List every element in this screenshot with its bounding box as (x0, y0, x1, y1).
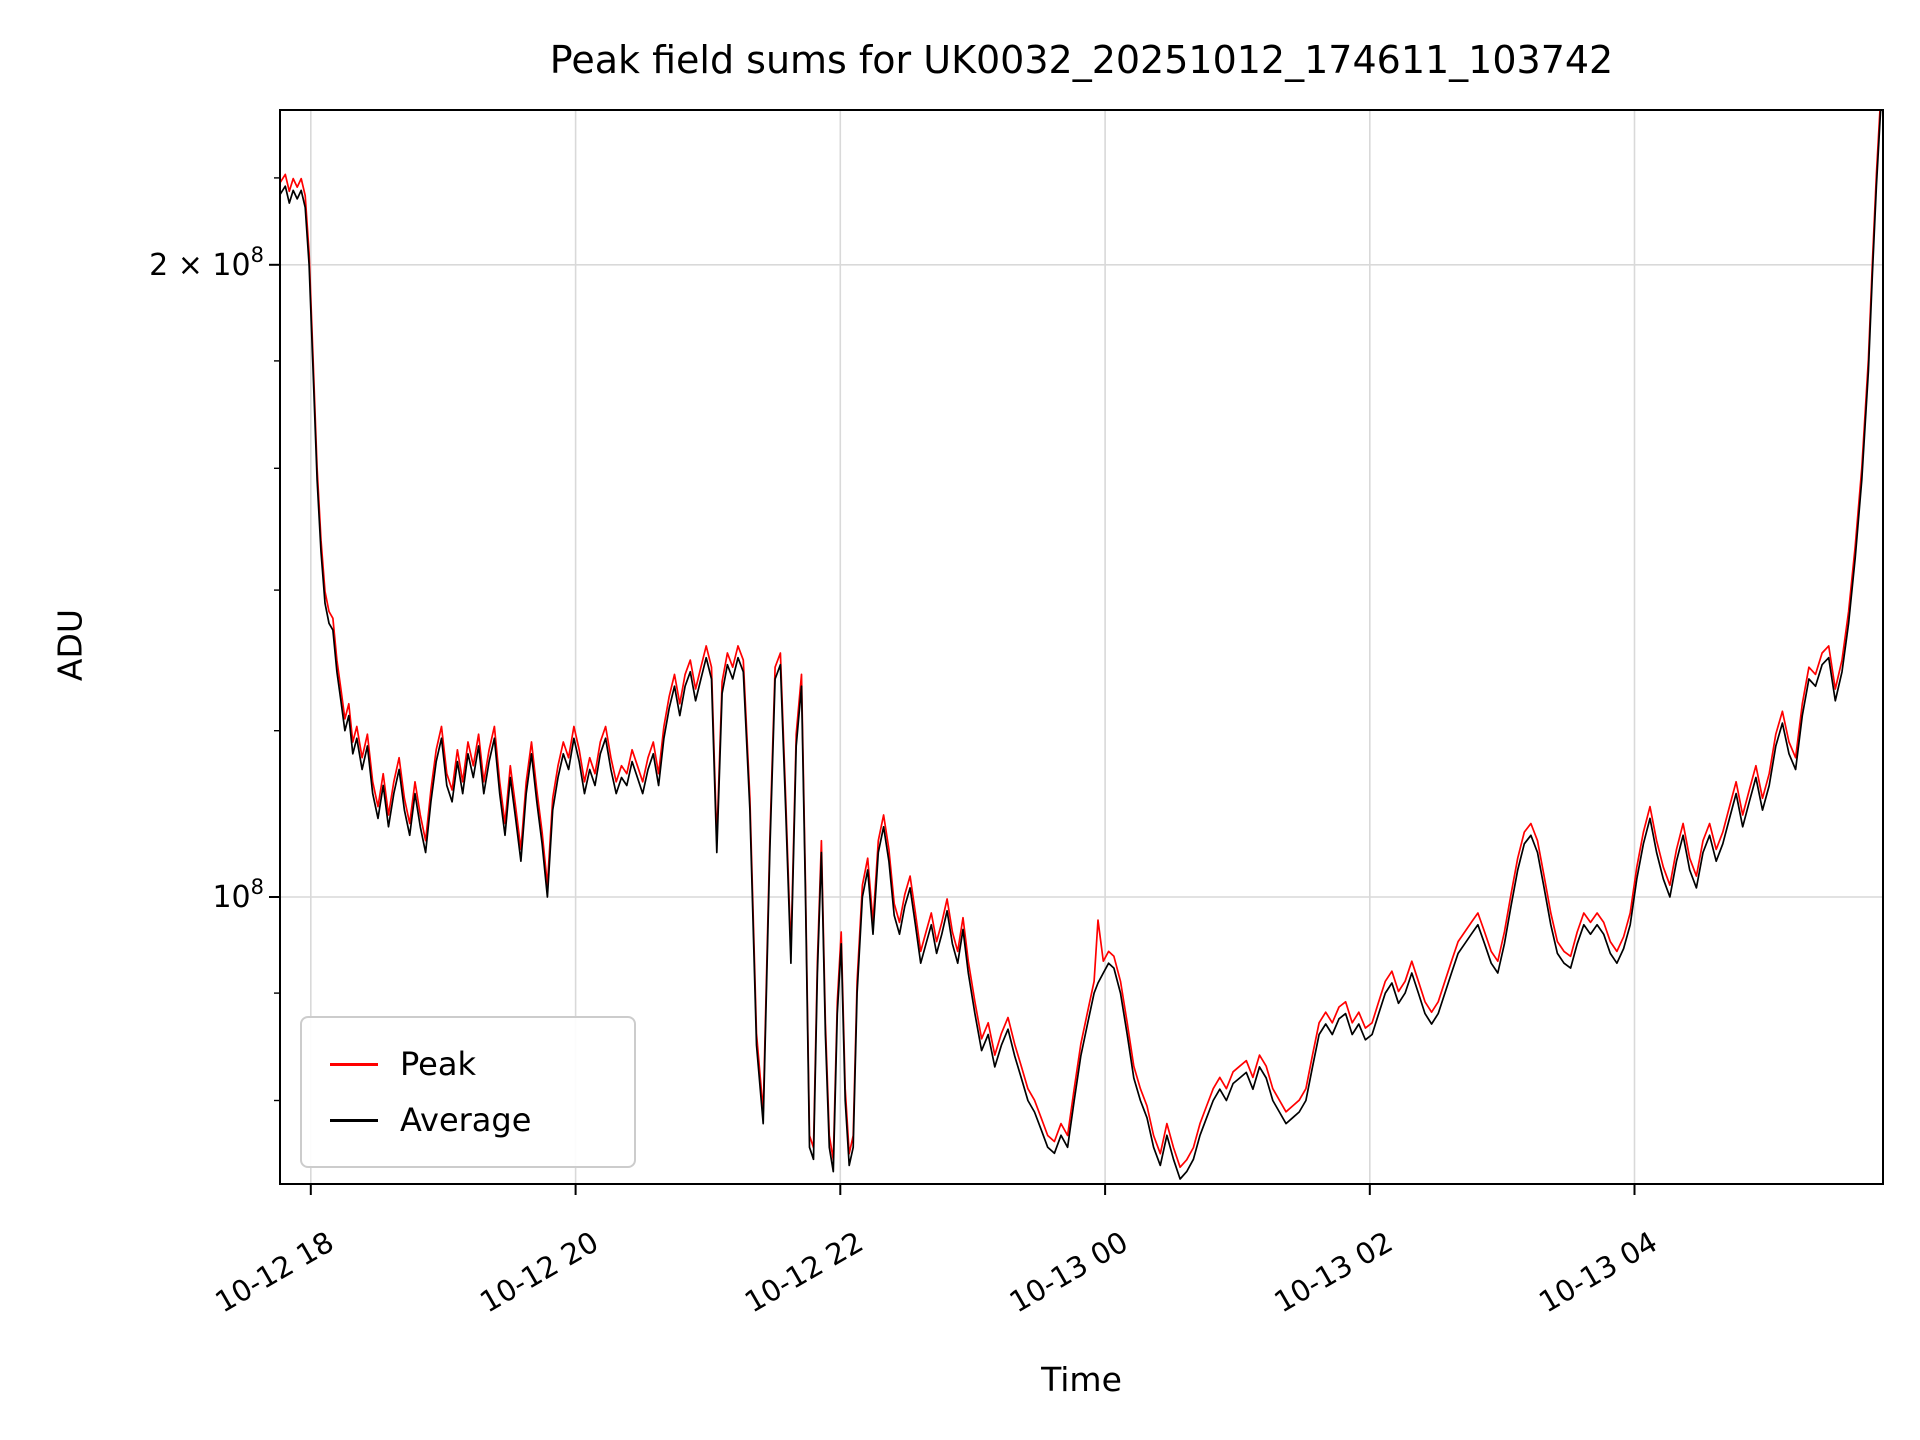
legend-line-peak-swatch (330, 1062, 378, 1066)
x-tick-label: 10-12 20 (474, 1225, 604, 1320)
series-average-line (280, 110, 1882, 1180)
legend-line-average-swatch (330, 1118, 378, 1122)
y-tick-label: 2 × 108 (149, 243, 264, 283)
plot-border (279, 109, 1884, 1185)
series-peak-line (280, 110, 1881, 1169)
legend-entry-average: Average (330, 1101, 634, 1139)
x-tick-label: 10-13 02 (1268, 1225, 1398, 1320)
legend: Peak Average (300, 1016, 636, 1168)
legend-label-average: Average (400, 1101, 532, 1139)
x-tick-label: 10-13 04 (1533, 1225, 1663, 1320)
x-tick-label: 10-12 22 (739, 1225, 869, 1320)
legend-label-peak: Peak (400, 1045, 476, 1083)
chart-title: Peak field sums for UK0032_20251012_1746… (549, 38, 1614, 82)
legend-entry-peak: Peak (330, 1045, 634, 1083)
x-tick-label: 10-13 00 (1004, 1225, 1134, 1320)
x-axis-label: Time (1041, 1360, 1122, 1399)
y-tick-label: 108 (212, 875, 264, 915)
x-tick-label: 10-12 18 (209, 1225, 339, 1320)
